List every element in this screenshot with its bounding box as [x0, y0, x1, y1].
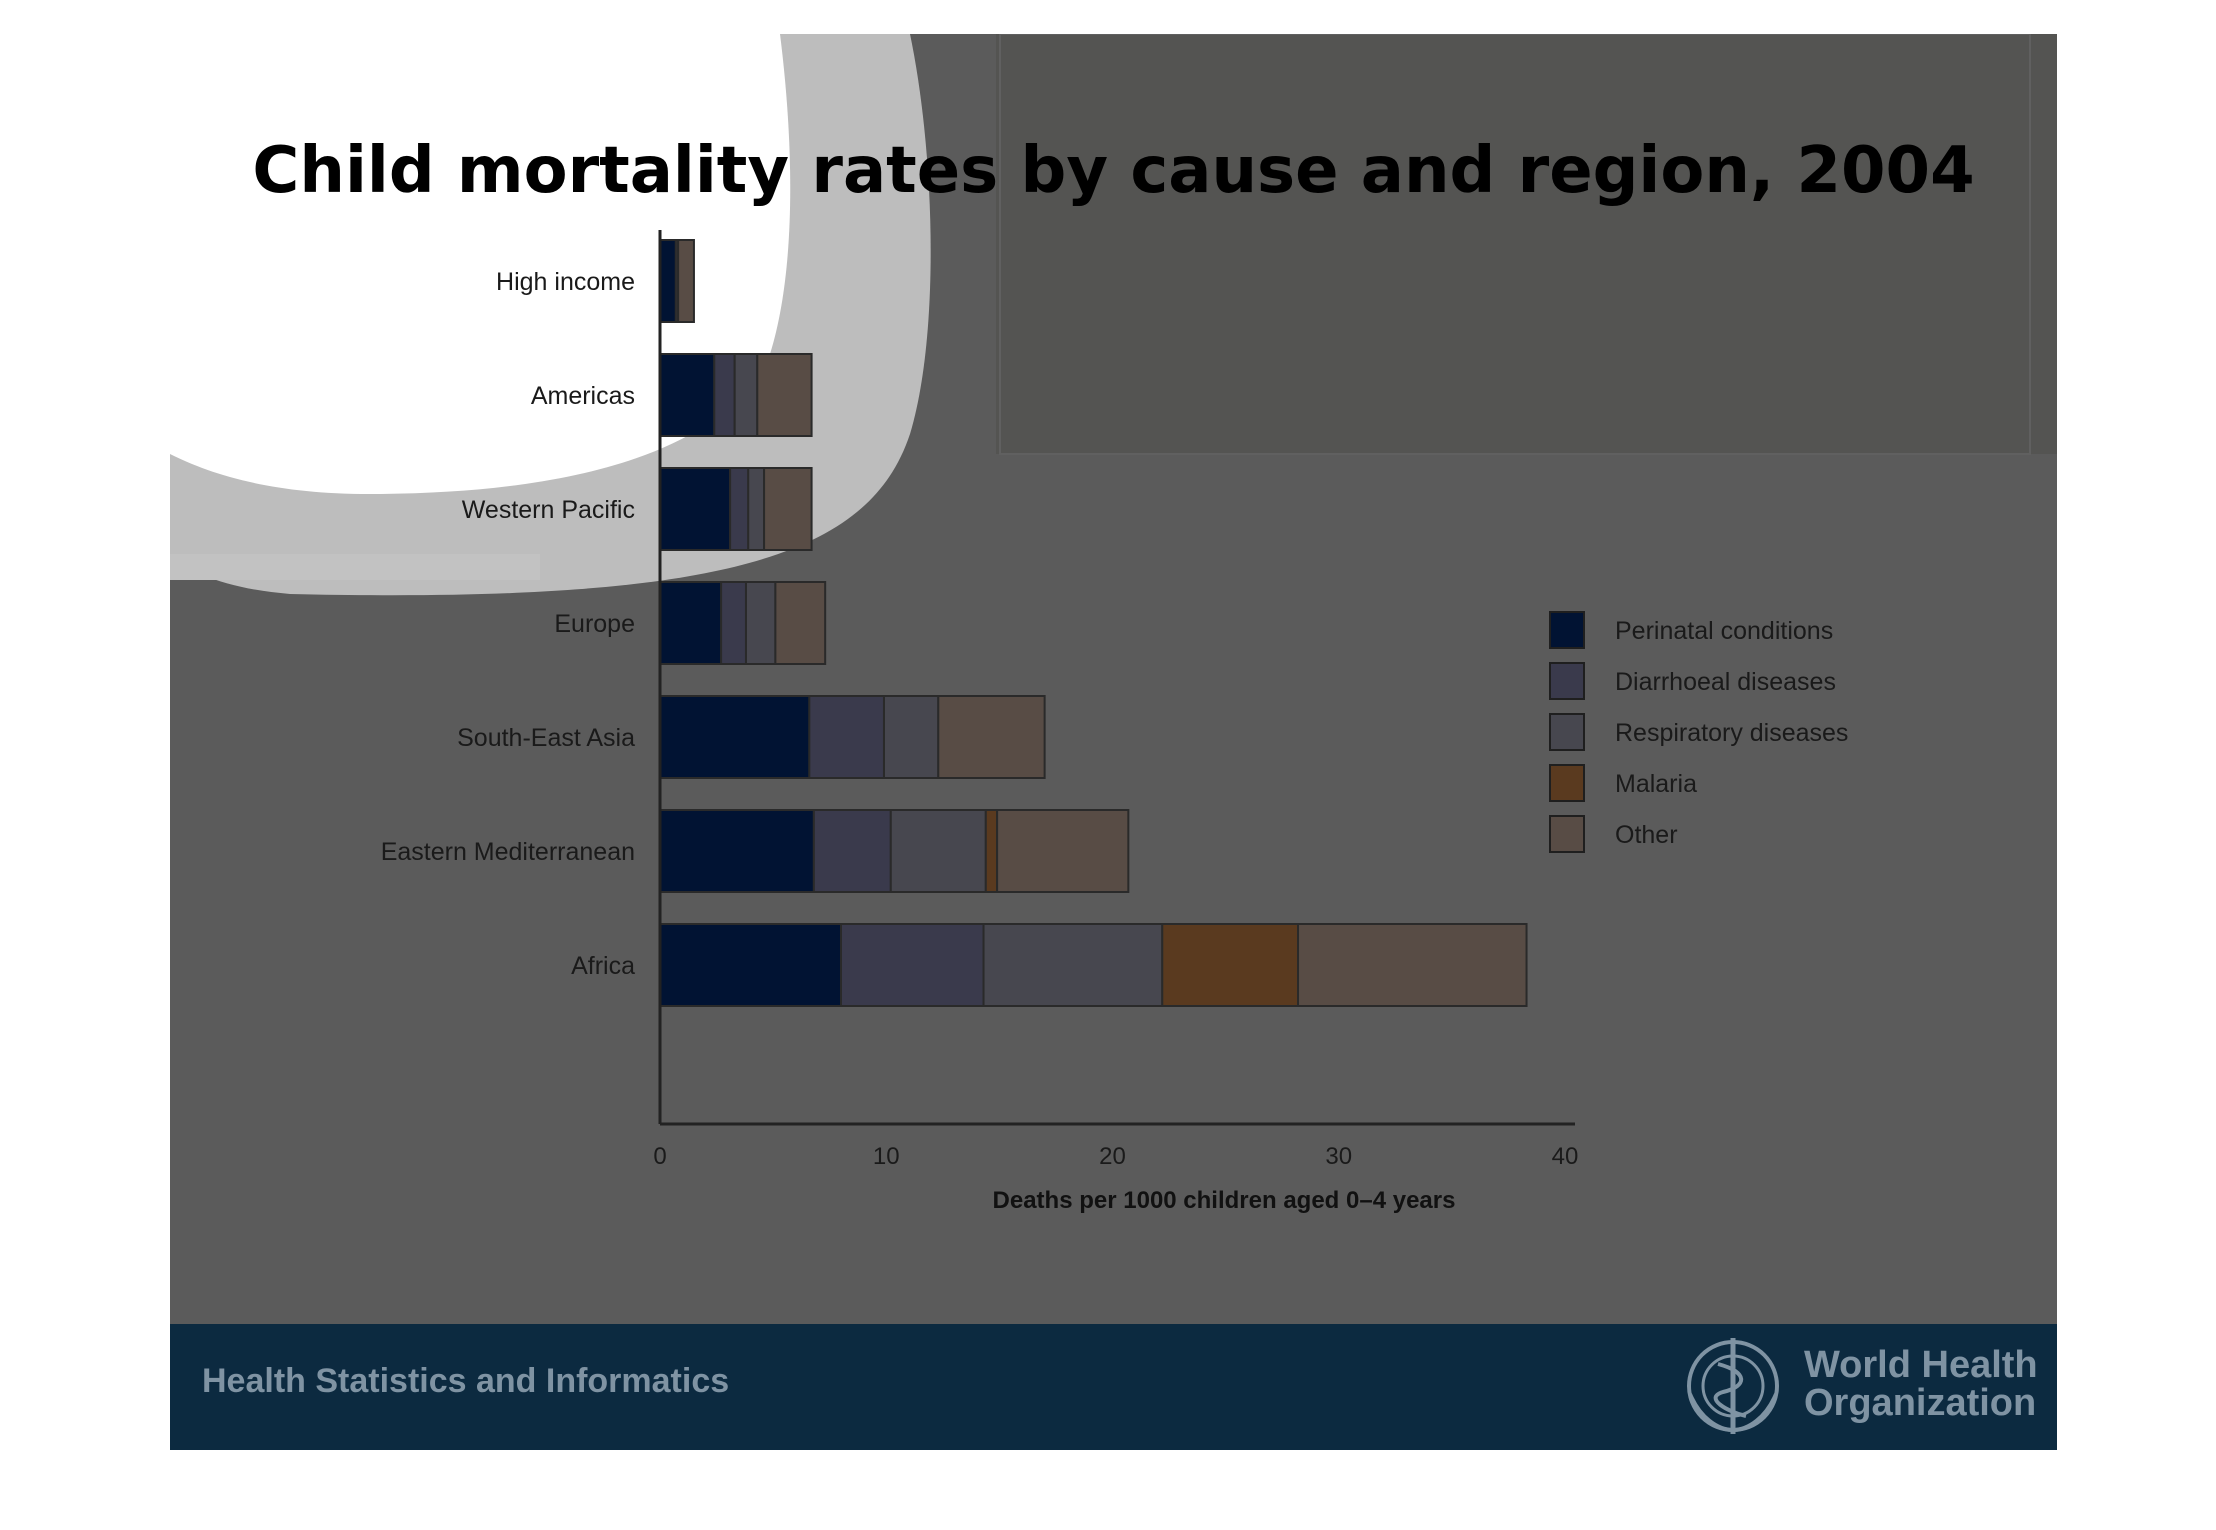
bar-segment: [774, 581, 827, 665]
x-tick-label: 20: [1099, 1143, 1126, 1170]
legend-label: Other: [1615, 821, 1678, 849]
x-tick-label: 30: [1325, 1143, 1352, 1170]
x-axis-label: Deaths per 1000 children aged 0–4 years: [993, 1187, 1456, 1214]
bar-segment: [812, 809, 892, 893]
bars-layer: [659, 239, 1528, 1007]
slide-background: [170, 34, 2057, 1450]
bar-segment: [659, 467, 732, 551]
x-tick-label: 0: [653, 1143, 666, 1170]
bar-segment: [982, 923, 1164, 1007]
bar-segment: [1161, 923, 1300, 1007]
category-label: Western Pacific: [462, 496, 635, 524]
legend-swatch: [1549, 662, 1585, 700]
bar-segment: [733, 353, 759, 437]
slide: Child mortality rates by cause and regio…: [170, 34, 2057, 1450]
bar-segment: [659, 353, 716, 437]
bar-segment: [677, 239, 695, 323]
bar-segment: [882, 695, 940, 779]
who-name-line1: World Health: [1804, 1344, 2038, 1386]
bar-segment: [747, 467, 766, 551]
bar-segment: [720, 581, 747, 665]
bar-segment: [659, 923, 842, 1007]
bar-segment: [729, 467, 750, 551]
legend-label: Malaria: [1615, 770, 1697, 798]
bar-segment: [1297, 923, 1528, 1007]
legend: Perinatal conditions Diarrhoeal diseases R…: [1549, 611, 1848, 853]
bar-segment: [659, 239, 677, 323]
category-label: South-East Asia: [457, 724, 635, 752]
legend-swatch: [1549, 764, 1585, 802]
footer-text: Health Statistics and Informatics: [202, 1362, 730, 1400]
category-label: Americas: [531, 382, 635, 410]
bar-segment: [996, 809, 1130, 893]
legend-swatch: [1549, 611, 1585, 649]
bar-segment: [937, 695, 1046, 779]
chart: High income Americas Western Pacific Europe…: [381, 230, 1848, 1214]
bar-segment: [889, 809, 987, 893]
x-tick-label: 10: [873, 1143, 900, 1170]
x-tick-label: 40: [1552, 1143, 1579, 1170]
legend-swatch: [1549, 815, 1585, 853]
bar-segment: [840, 923, 985, 1007]
legend-swatch: [1549, 713, 1585, 751]
bar-segment: [984, 809, 999, 893]
legend-label: Respiratory diseases: [1615, 719, 1848, 747]
bar-segment: [659, 809, 815, 893]
bar-segment: [763, 467, 813, 551]
footer-bar: Health Statistics and Informatics World …: [170, 1324, 2057, 1450]
who-name-line2: Organization: [1804, 1382, 2037, 1424]
who-emblem-icon: [1687, 1338, 1779, 1434]
bar-segment: [659, 695, 811, 779]
bar-segment: [713, 353, 736, 437]
category-labels: High income Americas Western Pacific Europe…: [381, 268, 635, 980]
category-label: Eastern Mediterranean: [381, 838, 635, 866]
who-name: World Health Organization: [1804, 1346, 2038, 1422]
bar-segment: [744, 581, 777, 665]
bar-segment: [659, 581, 723, 665]
category-label: High income: [496, 268, 635, 296]
category-label: Africa: [571, 952, 635, 980]
legend-label: Perinatal conditions: [1615, 617, 1833, 645]
bar-segment: [808, 695, 885, 779]
bar-segment: [756, 353, 813, 437]
slide-title: Child mortality rates by cause and regio…: [252, 134, 1975, 208]
category-label: Europe: [554, 610, 635, 638]
legend-label: Diarrhoeal diseases: [1615, 668, 1836, 696]
x-axis: 0 10 20 30 40: [653, 230, 1578, 1170]
